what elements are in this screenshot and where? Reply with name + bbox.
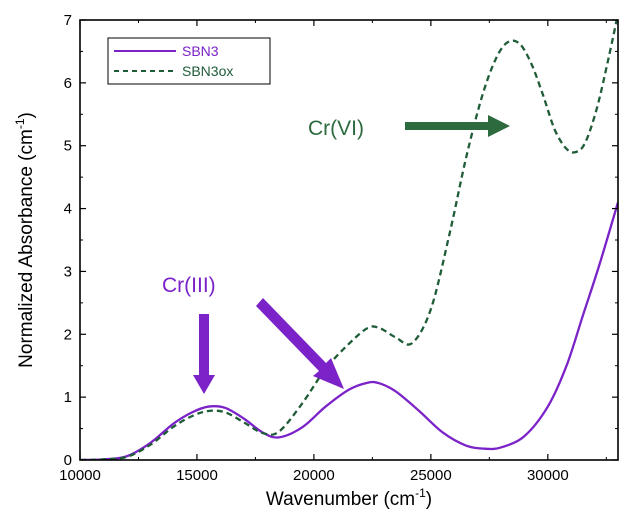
cr-vi-arrow [405, 115, 510, 137]
y-tick-label: 0 [64, 452, 72, 469]
y-tick-label: 5 [64, 138, 72, 155]
x-tick-label: 10000 [59, 467, 101, 484]
y-axis-title: Normalized Absorbance (cm-1) [13, 112, 37, 368]
cr-iii-arrow-diagonal [256, 298, 344, 389]
y-tick-label: 4 [64, 201, 72, 218]
ticks-layer: 10000 15000 20000 25000 30000 0 1 2 3 4 5 6 7 [59, 12, 618, 484]
x-tick-label: 30000 [527, 467, 569, 484]
cr-iii-arrow-down [193, 314, 215, 394]
x-axis-title: Wavenumber (cm-1) [266, 486, 432, 510]
plot-frame [79, 19, 619, 461]
legend-label-sbn3: SBN3 [182, 43, 219, 59]
y-tick-label: 1 [64, 389, 72, 406]
legend-box [107, 37, 271, 85]
y-tick-label: 3 [64, 263, 72, 280]
annotation-cr-iii: Cr(III) [162, 274, 216, 297]
series-line-sbn3 [80, 201, 618, 460]
x-tick-label: 20000 [293, 467, 335, 484]
legend: SBN3 SBN3ox [107, 37, 271, 85]
x-tick-label: 15000 [176, 467, 218, 484]
series-line-sbn3ox [80, 20, 618, 460]
y-tick-label: 7 [64, 12, 72, 29]
series-layer [80, 20, 618, 460]
y-tick-label: 2 [64, 326, 72, 343]
y-tick-label: 6 [64, 75, 72, 92]
x-tick-label: 25000 [410, 467, 452, 484]
legend-label-sbn3ox: SBN3ox [182, 63, 233, 79]
annotation-cr-vi: Cr(VI) [308, 117, 364, 140]
